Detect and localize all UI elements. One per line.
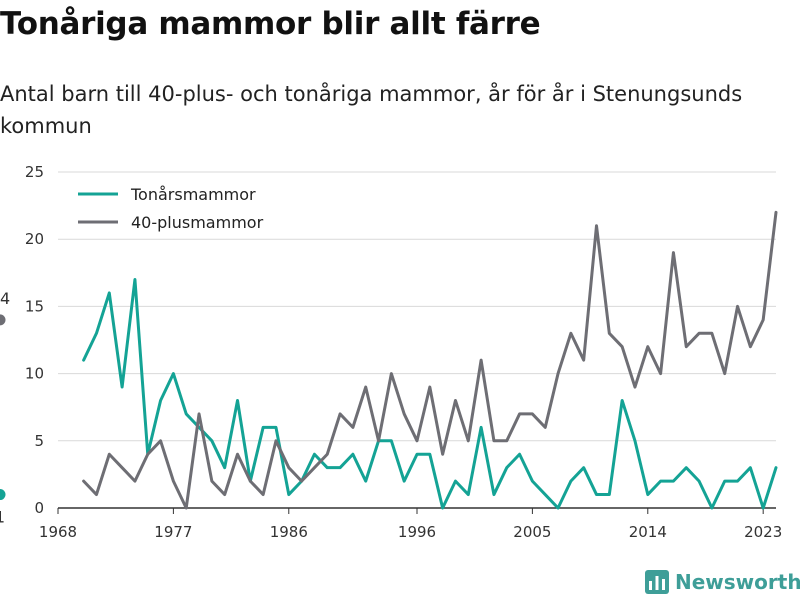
y-tick-label: 0 <box>34 499 44 517</box>
chart-title: Tonåriga mammor blir allt färre <box>0 6 541 42</box>
x-tick-label: 1996 <box>398 523 436 541</box>
series-end-point <box>0 314 6 326</box>
y-axis-ticks: 0 5 10 15 20 25 <box>25 163 44 517</box>
series-end-point <box>0 489 6 501</box>
legend-label: 40-plusmammor <box>131 213 264 232</box>
x-tick-label: 2023 <box>744 523 782 541</box>
series-lines <box>0 210 778 510</box>
bar-chart-logo-icon <box>645 570 669 594</box>
y-tick-label: 25 <box>25 163 44 181</box>
brand-name: Newsworthy <box>675 570 800 594</box>
end-labels: 1 14 <box>0 289 10 527</box>
chart-subtitle: Antal barn till 40-plus- och tonåriga ma… <box>0 82 743 138</box>
legend: Tonårsmammor 40-plusmammor <box>66 176 288 238</box>
y-tick-label: 10 <box>25 365 44 383</box>
x-tick-label: 1968 <box>39 523 77 541</box>
end-value-label: 14 <box>0 289 10 308</box>
x-tick-label: 1977 <box>154 523 192 541</box>
series-line-fortyplusmammor <box>82 210 778 510</box>
y-tick-label: 5 <box>34 432 44 450</box>
newsworthy-logo: Newsworthy <box>645 570 800 594</box>
x-axis-ticks: 1968 1977 1986 1996 2005 2014 2023 <box>39 508 782 541</box>
x-tick-label: 2005 <box>513 523 551 541</box>
series-line-tonarsmammor <box>82 278 778 510</box>
x-tick-label: 1986 <box>270 523 308 541</box>
end-value-label: 1 <box>0 508 5 527</box>
gridlines <box>58 171 776 509</box>
legend-background <box>66 176 288 238</box>
legend-label: Tonårsmammor <box>130 185 256 204</box>
y-tick-label: 20 <box>25 230 44 248</box>
x-tick-label: 2014 <box>629 523 667 541</box>
y-tick-label: 15 <box>25 297 44 315</box>
